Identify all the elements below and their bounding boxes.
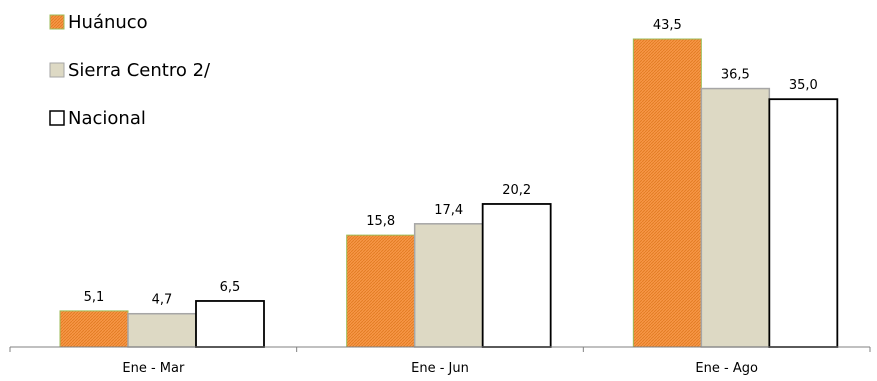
legend-item-huanuco: Huánuco xyxy=(49,12,148,33)
bar-huanuco-2 xyxy=(346,234,416,348)
bar-nacional-3 xyxy=(768,98,839,348)
legend-item-nacional: Nacional xyxy=(49,108,146,129)
x-tick-label-1: Ene - Mar xyxy=(122,361,185,376)
data-label-nacional-3: 35,0 xyxy=(789,78,818,93)
data-label-sierra-centro-3: 36,5 xyxy=(721,68,750,83)
data-label-sierra-centro-2: 17,4 xyxy=(434,203,463,218)
x-tick-label-2: Ene - Jun xyxy=(411,361,469,376)
legend-swatch-nacional xyxy=(49,110,65,126)
bar-sierra-centro-3 xyxy=(700,87,771,348)
data-label-huanuco-1: 5,1 xyxy=(84,290,105,305)
legend-swatch-huanuco xyxy=(49,14,65,30)
bar-sierra-centro-2 xyxy=(413,223,484,348)
bar-nacional-1 xyxy=(195,300,265,348)
data-label-nacional-2: 20,2 xyxy=(502,183,531,198)
legend: Huánuco Sierra Centro 2/ Nacional xyxy=(49,12,211,129)
legend-label-sierra-centro: Sierra Centro 2/ xyxy=(68,60,211,81)
plot-area: 5,1 4,7 6,5 Ene - Mar 15,8 17,4 20,2 Ene - Jun 4… xyxy=(9,18,871,376)
data-label-huanuco-3: 43,5 xyxy=(653,18,682,33)
bar-huanuco-3 xyxy=(632,38,702,348)
data-label-nacional-1: 6,5 xyxy=(220,280,241,295)
legend-label-huanuco: Huánuco xyxy=(68,12,148,33)
bar-huanuco-1 xyxy=(59,310,129,348)
legend-swatch-sierra-centro xyxy=(49,62,65,78)
x-tick-label-3: Ene - Ago xyxy=(695,361,758,376)
legend-item-sierra-centro: Sierra Centro 2/ xyxy=(49,60,211,81)
bar-sierra-centro-1 xyxy=(127,312,197,348)
bar-nacional-2 xyxy=(481,203,552,348)
data-label-huanuco-2: 15,8 xyxy=(366,214,395,229)
data-label-sierra-centro-1: 4,7 xyxy=(152,293,173,308)
legend-label-nacional: Nacional xyxy=(68,108,146,129)
